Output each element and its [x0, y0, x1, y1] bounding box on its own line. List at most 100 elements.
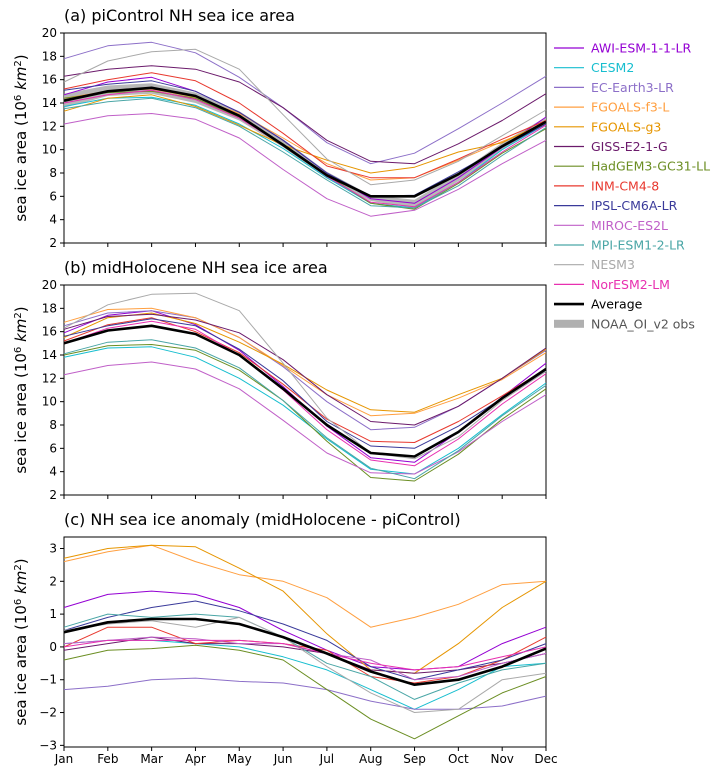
- panel-a-title: (a) piControl NH sea ice area: [64, 6, 295, 25]
- ytick-label: 1: [49, 607, 57, 621]
- series-line-inm-cm4-8: [63, 626, 547, 684]
- xtick-label: Dec: [534, 752, 557, 766]
- ytick-label: 4: [49, 465, 57, 479]
- ytick-label: 4: [49, 213, 57, 227]
- ytick-label: 10: [42, 143, 57, 157]
- xtick-label: Feb: [97, 752, 118, 766]
- panel-a-ylabel: sea ice area (106 km2): [12, 54, 30, 221]
- ytick-label: 16: [42, 325, 57, 339]
- ytick-label: 8: [49, 418, 57, 432]
- series-line-average: [63, 617, 547, 687]
- legend-label-noaa-oi-v2-obs: NOAA_OI_v2 obs: [591, 316, 695, 331]
- series-line-noresm2-lm: [63, 639, 547, 671]
- xtick-label: Sep: [403, 752, 426, 766]
- legend-label-noresm2-lm: NorESM2-LM: [591, 277, 670, 292]
- ytick-label: 14: [42, 96, 57, 110]
- series-line-miroc-es2l: [63, 113, 547, 217]
- panel-b-axes: [63, 284, 547, 496]
- ytick-label: 16: [42, 73, 57, 87]
- ytick-label: 10: [42, 395, 57, 409]
- series-line-mpi-esm1-2-lr: [63, 613, 547, 700]
- ytick-label: 6: [49, 441, 57, 455]
- xtick-label: Aug: [359, 752, 382, 766]
- ytick-label: 20: [42, 278, 57, 292]
- series-line-inm-cm4-8: [63, 72, 547, 179]
- series-line-ec-earth3-lr: [63, 41, 547, 165]
- series-line-noresm2-lm: [63, 320, 547, 467]
- xtick-label: Jul: [319, 752, 334, 766]
- xtick-label: Jan: [54, 752, 74, 766]
- panel-c-ylabel: sea ice area (106 km2): [12, 558, 30, 725]
- legend-label-mpi-esm1-2-lr: MPI-ESM1-2-LR: [591, 238, 685, 253]
- series-line-ec-earth3-lr: [63, 677, 547, 710]
- series-line-nesm3: [63, 616, 547, 713]
- series-line-average: [63, 86, 547, 198]
- ytick-label: 18: [42, 49, 57, 63]
- ytick-label: −1: [39, 673, 57, 687]
- xtick-label: Oct: [448, 752, 469, 766]
- ytick-label: 2: [49, 236, 57, 250]
- ytick-label: 2: [49, 488, 57, 502]
- xtick-label: Jun: [273, 752, 293, 766]
- panel-c-plot: −3 −2 −1 0 1 2 3 Jan Feb Mar Apr May Jun Jul Aug Sep Oct…: [39, 541, 557, 766]
- series-line-giss-e2-1-g: [63, 65, 547, 165]
- legend-label-ec-earth3-lr: EC-Earth3-LR: [591, 80, 674, 95]
- legend-label-giss-e2-1-g: GISS-E2-1-G: [591, 139, 668, 154]
- panel-a-plot: 2 4 6 8 10 12 14 16 18 20: [42, 26, 547, 250]
- panel-a: (a) piControl NH sea ice area sea ice ar…: [12, 6, 547, 250]
- ytick-label: 12: [42, 119, 57, 133]
- series-line-cesm2: [63, 346, 547, 475]
- series-line-ipsl-cm6a-lr: [63, 80, 547, 197]
- series-line-awi-esm-1-1-lr: [63, 310, 547, 463]
- series-line-fgoals-g3: [63, 94, 547, 174]
- ytick-label: −3: [39, 738, 57, 752]
- panel-a-axes: [63, 32, 547, 244]
- legend-label-ipsl-cm6a-lr: IPSL-CM6A-LR: [591, 198, 678, 213]
- series-line-mpi-esm1-2-lr: [63, 339, 547, 480]
- ytick-label: 0: [49, 640, 57, 654]
- legend-label-cesm2: CESM2: [591, 60, 634, 75]
- series-line-ipsl-cm6a-lr: [63, 318, 547, 449]
- legend-swatch-obs: [554, 319, 584, 328]
- legend-label-average: Average: [591, 297, 643, 312]
- series-line-ipsl-cm6a-lr: [63, 600, 547, 681]
- legend-label-fgoals-f3-l: FGOALS-f3-L: [591, 100, 669, 115]
- xtick-label: Apr: [185, 752, 206, 766]
- ytick-label: 2: [49, 574, 57, 588]
- series-line-fgoals-f3-l: [63, 544, 547, 628]
- ytick-label: 6: [49, 189, 57, 203]
- panel-c-title: (c) NH sea ice anomaly (midHolocene - pi…: [64, 510, 461, 529]
- legend-label-miroc-es2l: MIROC-ES2L: [591, 218, 668, 233]
- series-line-average: [63, 324, 547, 458]
- ytick-label: 12: [42, 371, 57, 385]
- series-line-giss-e2-1-g: [63, 636, 547, 674]
- panel-b-ylabel: sea ice area (106 km2): [12, 306, 30, 473]
- panel-b-plot: 2 4 6 8 10 12 14 16 18 20: [42, 278, 547, 502]
- panel-c: (c) NH sea ice anomaly (midHolocene - pi…: [12, 510, 558, 766]
- series-line-hadgem3-gc31-ll: [63, 644, 547, 740]
- panel-b-title: (b) midHolocene NH sea ice area: [64, 258, 328, 277]
- series-line-miroc-es2l: [63, 361, 547, 475]
- series-line-awi-esm-1-1-lr: [63, 590, 547, 671]
- xtick-label: May: [227, 752, 252, 766]
- series-line-nesm3: [63, 48, 547, 186]
- ytick-label: 20: [42, 26, 57, 40]
- series-line-mpi-esm1-2-lr: [63, 97, 547, 209]
- series-line-nesm3: [63, 292, 547, 460]
- series-line-giss-e2-1-g: [63, 313, 547, 426]
- ytick-label: 18: [42, 301, 57, 315]
- xtick-label: Mar: [140, 752, 163, 766]
- xtick-label: Nov: [490, 752, 513, 766]
- legend-label-inm-cm4-8: INM-CM4-8: [591, 178, 659, 193]
- panel-c-axes: [63, 536, 547, 748]
- series-line-fgoals-f3-l: [63, 307, 547, 417]
- series-line-hadgem3-gc31-ll: [63, 344, 547, 482]
- legend: AWI-ESM-1-1-LR CESM2 EC-Earth3-LR FGOALS-f3…: [554, 41, 710, 331]
- legend-label-nesm3: NESM3: [591, 257, 635, 272]
- obs-band: [64, 83, 546, 208]
- panel-b: (b) midHolocene NH sea ice area sea ice …: [12, 258, 547, 502]
- legend-label-hadgem3-gc31-ll: HadGEM3-GC31-LL: [591, 159, 710, 174]
- legend-label-awi-esm-1-1-lr: AWI-ESM-1-1-LR: [591, 41, 691, 56]
- legend-label-fgoals-g3: FGOALS-g3: [591, 119, 661, 134]
